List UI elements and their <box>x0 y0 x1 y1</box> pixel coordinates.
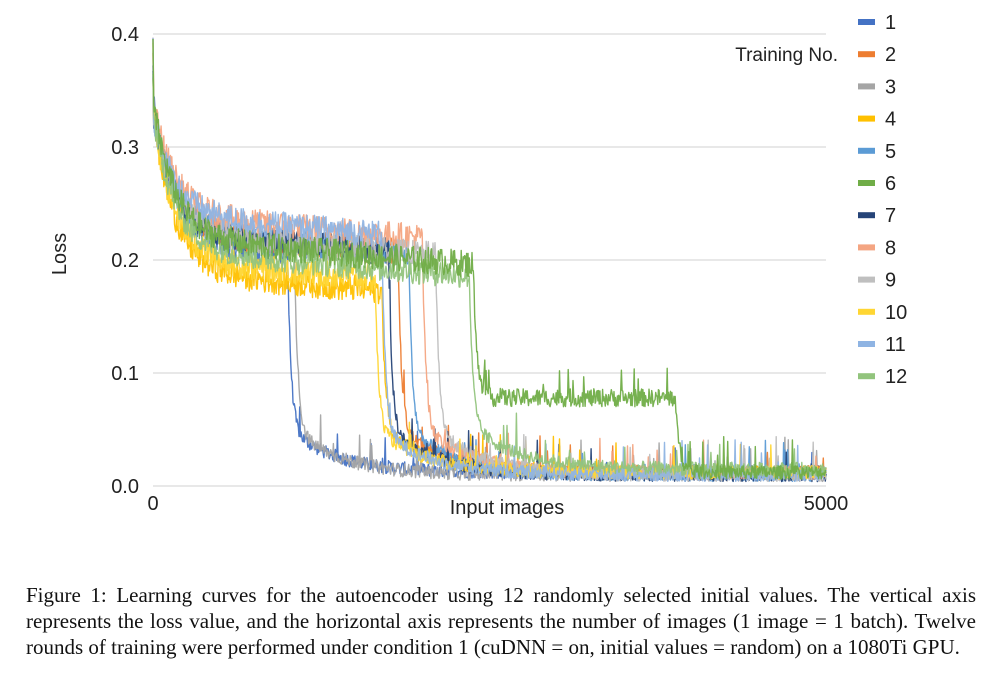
legend-swatch-3 <box>858 83 875 90</box>
legend-swatch-10 <box>858 308 875 315</box>
x-tick-label: 0 <box>147 493 158 515</box>
legend-label-2: 2 <box>885 44 896 66</box>
legend-label-1: 1 <box>885 12 896 34</box>
legend-title: Training No. <box>735 45 838 66</box>
legend-swatch-1 <box>858 19 875 25</box>
legend-label-11: 11 <box>885 334 906 356</box>
legend-label-12: 12 <box>885 366 907 388</box>
legend-label-4: 4 <box>885 109 896 131</box>
series-lines <box>152 37 827 483</box>
legend-label-7: 7 <box>885 205 896 227</box>
legend-swatch-4 <box>858 115 875 122</box>
x-tick-label: 5000 <box>804 493 849 515</box>
legend-label-9: 9 <box>885 270 896 292</box>
legend-label-5: 5 <box>885 141 896 163</box>
legend-swatch-8 <box>858 244 875 251</box>
series-line-6 <box>152 38 827 480</box>
legend-swatch-6 <box>858 180 875 186</box>
y-tick-label: 0.4 <box>111 24 139 46</box>
legend-label-6: 6 <box>885 173 896 195</box>
legend-swatch-11 <box>858 341 875 347</box>
legend-swatch-12 <box>858 373 875 380</box>
legend-swatch-7 <box>858 212 875 219</box>
legend-label-8: 8 <box>885 237 896 259</box>
legend-swatch-9 <box>858 276 875 283</box>
axes: 0.0 0.1 0.2 0.3 0.4 0 5000 Input images Loss <box>49 24 848 519</box>
legend-label-10: 10 <box>885 302 907 324</box>
y-axis-label: Loss <box>49 233 71 275</box>
y-tick-label: 0.2 <box>111 250 139 272</box>
y-tick-label: 0.0 <box>111 476 139 498</box>
legend-label-3: 3 <box>885 76 896 98</box>
figure-caption: Figure 1: Learning curves for the autoen… <box>26 583 976 659</box>
loss-line-chart: 0.0 0.1 0.2 0.3 0.4 0 5000 Input images Loss Tra… <box>49 12 907 519</box>
legend-swatch-2 <box>858 51 875 58</box>
x-axis-label: Input images <box>450 497 565 519</box>
y-tick-label: 0.1 <box>111 363 139 385</box>
legend-swatch-5 <box>858 147 875 154</box>
y-tick-label: 0.3 <box>111 137 139 159</box>
